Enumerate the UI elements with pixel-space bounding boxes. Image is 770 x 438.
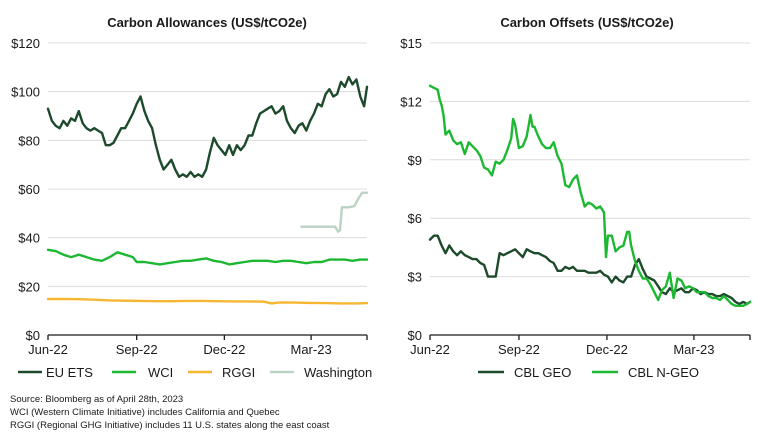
legend-label: EU ETS xyxy=(46,365,93,380)
series-line-wci xyxy=(46,248,369,266)
series-lines xyxy=(46,75,369,305)
y-tick-label: $9 xyxy=(408,153,422,168)
series-line-cbl-geo xyxy=(428,234,752,306)
legend-label: Washington xyxy=(304,365,372,380)
x-tick-label: Sep-22 xyxy=(498,342,540,357)
carbon-offsets-chart: Carbon Offsets (US$/tCO2e) $0 $3 $6 $9 $12 $1… xyxy=(400,15,752,380)
y-tick-label: $12 xyxy=(400,94,422,109)
legend-label: RGGI xyxy=(222,365,255,380)
y-tick-label: $0 xyxy=(408,328,422,343)
y-tick-label: $60 xyxy=(18,182,40,197)
chart-title: Carbon Allowances (US$/tCO2e) xyxy=(107,15,307,30)
x-tick-label: Sep-22 xyxy=(116,342,158,357)
series-lines xyxy=(428,84,752,307)
y-tick-label: $0 xyxy=(26,328,40,343)
y-tick-label: $40 xyxy=(18,231,40,246)
x-tick-label: Dec-22 xyxy=(586,342,628,357)
x-axis-ticks: Jun-22 Sep-22 Dec-22 Mar-23 xyxy=(28,334,368,357)
y-tick-label: $80 xyxy=(18,133,40,148)
chart-title: Carbon Offsets (US$/tCO2e) xyxy=(500,15,673,30)
legend: EU ETS WCI RGGI Washington xyxy=(18,365,372,380)
y-tick-label: $100 xyxy=(11,85,40,100)
y-tick-label: $20 xyxy=(18,279,40,294)
y-tick-label: $6 xyxy=(408,211,422,226)
wci-note: WCI (Western Climate Initiative) include… xyxy=(10,407,280,418)
series-line-washington xyxy=(300,191,369,233)
legend: CBL GEO CBL N-GEO xyxy=(478,365,699,380)
legend-label: CBL GEO xyxy=(514,365,571,380)
carbon-allowances-chart: Carbon Allowances (US$/tCO2e) $0 $20 $40 $6… xyxy=(11,15,372,380)
gridlines xyxy=(48,42,367,287)
y-axis-ticks: $0 $20 $40 $60 $80 $100 $120 xyxy=(11,36,40,343)
y-tick-label: $3 xyxy=(408,270,422,285)
y-tick-label: $120 xyxy=(11,36,40,51)
source-note: Source: Bloomberg as of April 28th, 2023 xyxy=(10,394,183,405)
x-axis-ticks: Jun-22 Sep-22 Dec-22 Mar-23 xyxy=(410,334,751,357)
x-tick-label: Jun-22 xyxy=(410,342,450,357)
series-line-cbl-n-geo xyxy=(428,84,752,307)
x-tick-label: Mar-23 xyxy=(291,342,332,357)
x-tick-label: Dec-22 xyxy=(203,342,245,357)
gridlines xyxy=(430,42,750,278)
series-line-rggi xyxy=(46,297,369,305)
x-tick-label: Jun-22 xyxy=(28,342,68,357)
y-tick-label: $15 xyxy=(400,36,422,51)
y-axis-ticks: $0 $3 $6 $9 $12 $15 xyxy=(400,36,422,343)
rggi-note: RGGI (Regional GHG Initiative) includes … xyxy=(10,420,330,431)
x-tick-label: Mar-23 xyxy=(673,342,714,357)
footnotes: Source: Bloomberg as of April 28th, 2023… xyxy=(10,394,330,431)
legend-label: WCI xyxy=(148,365,173,380)
series-line-eu-ets xyxy=(46,75,369,179)
legend-label: CBL N-GEO xyxy=(628,365,699,380)
